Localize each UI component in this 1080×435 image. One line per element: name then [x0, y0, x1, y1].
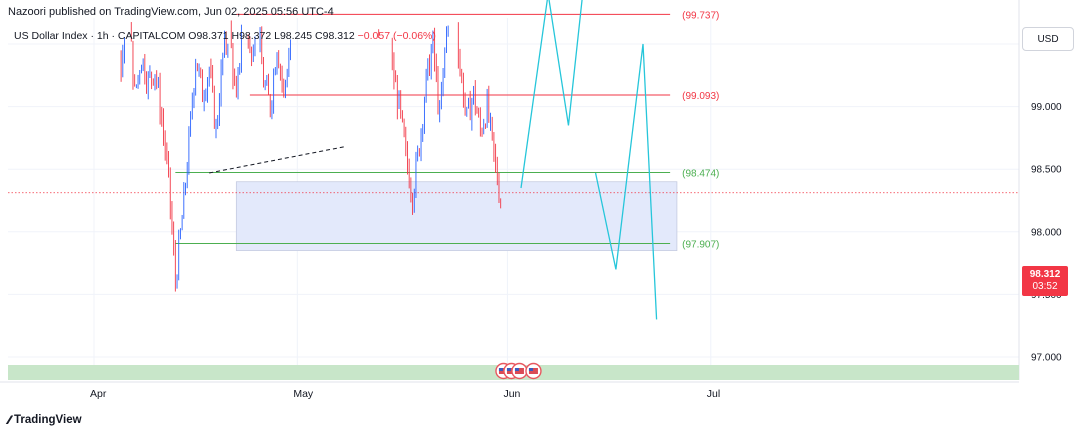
x-tick-label: Apr: [90, 388, 107, 400]
symbol-title[interactable]: US Dollar Index · 1h · CAPITALCOM: [14, 30, 186, 42]
chart-grid: [0, 0, 1020, 383]
symbol-legend: US Dollar Index · 1h · CAPITALCOM O98.37…: [14, 30, 436, 42]
projection-path: [520, 0, 583, 189]
x-tick-label: Jul: [707, 388, 720, 400]
projection-paths: [520, 0, 658, 320]
ohlc-close: C98.312: [315, 30, 355, 42]
brand-name: TradingView: [14, 414, 82, 426]
ohlc-high: H98.372: [231, 30, 272, 42]
ohlc-low: L98.245: [274, 30, 313, 42]
x-tick-label: Jun: [503, 388, 520, 400]
flag-canton: [528, 368, 533, 371]
flag-stripes: [528, 368, 538, 374]
y-tick-label: 98.500: [1031, 165, 1062, 176]
y-tick-label: 97.000: [1031, 353, 1062, 364]
ohlc-open: O98.371: [188, 30, 229, 42]
currency-button[interactable]: USD: [1022, 27, 1074, 51]
event-markers[interactable]: [495, 362, 542, 380]
x-tick-label: May: [293, 388, 314, 400]
last-price-tag: 98.312 03:52: [1022, 266, 1068, 296]
level-label: (99.737): [682, 10, 719, 21]
flag-canton: [506, 368, 511, 371]
tradingview-brand[interactable]: ⁄⁄ TradingView: [8, 413, 82, 427]
projection-path: [594, 43, 658, 320]
support-zone: [235, 181, 678, 251]
publisher-line: Nazoori published on TradingView.com, Ju…: [8, 6, 334, 18]
flag-canton: [498, 368, 503, 371]
level-label: (97.907): [682, 239, 719, 250]
tradingview-logo-icon: ⁄⁄: [8, 413, 11, 427]
level-label: (99.093): [682, 91, 719, 102]
horizontal-levels: (99.737) (99.093) (98.474) (97.907): [8, 10, 1019, 250]
us-flag-event-icon[interactable]: [525, 362, 542, 380]
flag-stripes: [514, 368, 524, 374]
price-zones: [8, 181, 1019, 380]
time-axis[interactable]: Apr May Jun Jul: [90, 388, 720, 400]
last-price-value: 98.312: [1029, 269, 1061, 280]
level-label: (98.474): [682, 168, 719, 179]
y-tick-label: 98.000: [1031, 227, 1062, 238]
candle-series: [120, 20, 502, 292]
price-change: −0.057 (−0.06%): [357, 30, 436, 42]
y-tick-label: 99.000: [1031, 102, 1062, 113]
flag-canton: [514, 368, 519, 371]
price-axis[interactable]: 101.500101.000100.500100.00099.50099.000…: [1031, 0, 1068, 364]
bar-countdown: 03:52: [1032, 281, 1058, 292]
trend-line: [209, 146, 345, 174]
us-flag-event-icon[interactable]: [511, 362, 528, 380]
